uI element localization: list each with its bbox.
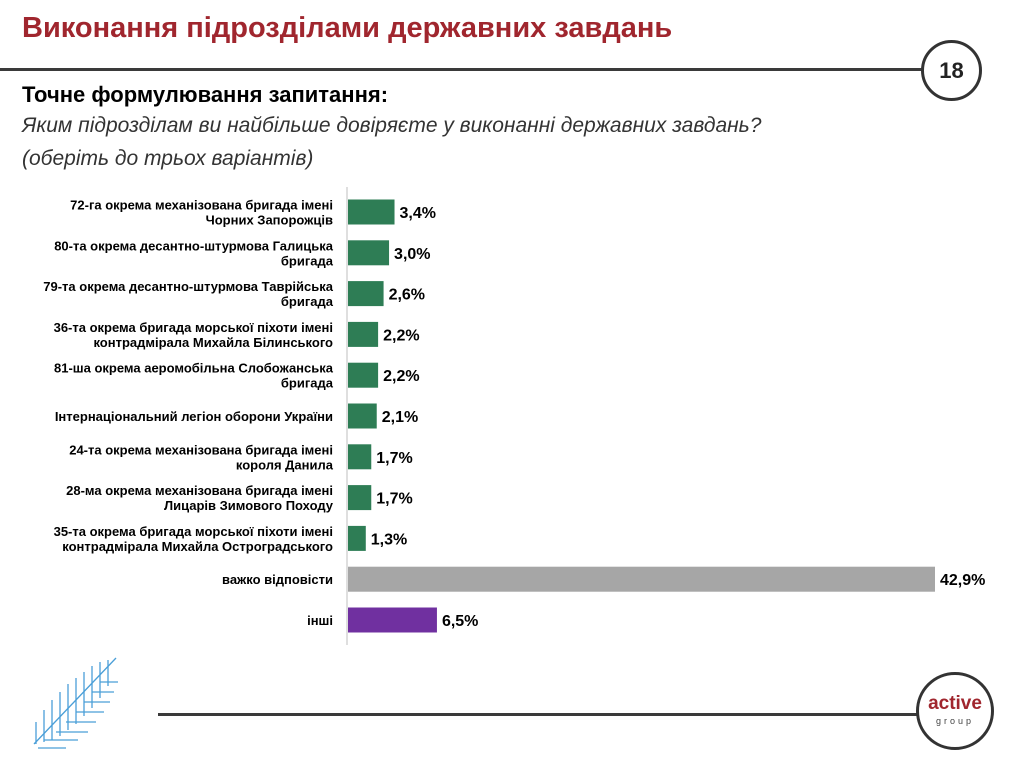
category-label-0: 72-га окрема механізована бригада імені Ч… <box>70 198 333 228</box>
logo-sub-text: group <box>935 716 975 726</box>
page-title: Виконання підрозділами державних завдань <box>22 12 673 44</box>
question-note: (оберіть до трьох варіантів) <box>22 147 314 170</box>
category-label-4: 81-ша окрема аеромобільна Слобожанська бр… <box>54 361 334 391</box>
bar-7 <box>348 485 372 511</box>
page-number-badge: 18 <box>921 40 982 101</box>
data-label-7: 1,7% <box>376 491 412 508</box>
bar-0 <box>348 199 395 225</box>
bar-3 <box>348 321 379 347</box>
category-label-9: важко відповісти <box>222 572 333 587</box>
page-number: 18 <box>939 57 964 83</box>
data-label-4: 2,2% <box>383 368 419 385</box>
category-label-10: інші <box>307 613 333 628</box>
bar-8 <box>348 525 366 551</box>
category-label-7: 28-ма окрема механізована бригада імені Л… <box>66 483 334 513</box>
data-label-3: 2,2% <box>383 327 419 344</box>
bar-9 <box>348 566 935 592</box>
category-label-6: 24-та окрема механізована бригада імені к… <box>69 442 334 472</box>
bar-6 <box>348 444 372 470</box>
data-label-10: 6,5% <box>442 613 478 630</box>
category-label-3: 36-та окрема бригада морської піхоти іме… <box>54 320 333 350</box>
question-text: Яким підрозділам ви найбільше довіряєте … <box>22 114 762 137</box>
category-label-1: 80-та окрема десантно-штурмова Галицька б… <box>54 238 334 268</box>
data-label-9: 42,9% <box>940 572 985 589</box>
bar-chart: 3,4% 72-га окрема механізована бригада ім… <box>43 187 985 645</box>
bar-1 <box>348 240 390 266</box>
category-label-8: 35-та окрема бригада морської піхоти іме… <box>54 524 333 554</box>
company-logo: active group <box>916 672 994 750</box>
header-divider <box>0 68 922 71</box>
bar-2 <box>348 281 384 307</box>
question-heading: Точне формулювання запитання: <box>22 82 389 107</box>
data-label-2: 2,6% <box>389 287 425 304</box>
data-label-5: 2,1% <box>382 409 418 426</box>
bar-5 <box>348 403 377 429</box>
footer-divider <box>158 713 920 716</box>
data-label-8: 1,3% <box>371 531 407 548</box>
bar-4 <box>348 362 379 388</box>
data-label-1: 3,0% <box>394 246 430 263</box>
data-label-6: 1,7% <box>376 450 412 467</box>
category-label-5: Інтернаціональний легіон оборони України <box>55 409 333 424</box>
category-label-2: 79-та окрема десантно-штурмова Таврійськ… <box>43 279 334 309</box>
logo-main-text: active <box>928 693 982 714</box>
leaf-icon <box>33 657 118 749</box>
bar-10 <box>348 607 437 633</box>
data-label-0: 3,4% <box>400 205 436 222</box>
